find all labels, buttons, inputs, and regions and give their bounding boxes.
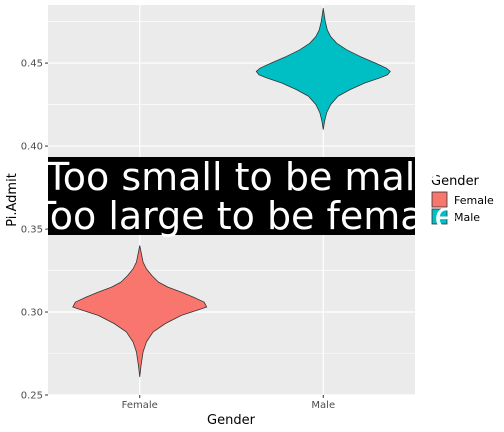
violin-female [72, 245, 208, 378]
x-axis-title: Gender [207, 413, 256, 428]
legend-label-female: Female [454, 194, 494, 207]
annotation-line-1: Too small to be male [45, 155, 439, 199]
annotation-box: Too small to be male Too large to be fem… [32, 155, 458, 238]
legend-label-male: Male [454, 211, 480, 224]
violin-male [255, 7, 391, 130]
annotation-line-2: Too large to be female [32, 194, 458, 238]
y-axis-title: Pi.Admit [5, 173, 20, 227]
x-tick-label: Male [311, 400, 335, 411]
legend: Gender Female Male [431, 174, 494, 225]
y-tick-label: 0.40 [21, 142, 43, 153]
legend-key-male [431, 208, 448, 225]
violins [72, 7, 391, 378]
x-tick-label: Female [122, 400, 158, 411]
y-tick-label: 0.45 [21, 59, 43, 70]
x-axis: Female Male [122, 395, 335, 411]
annotation-background [48, 157, 415, 235]
y-tick-label: 0.30 [21, 308, 43, 319]
y-axis: 0.25 0.30 0.35 0.40 0.45 [21, 59, 48, 402]
y-tick-label: 0.25 [21, 391, 43, 402]
legend-key-female [431, 191, 448, 208]
y-tick-label: 0.35 [21, 225, 43, 236]
legend-title: Gender [431, 174, 480, 189]
